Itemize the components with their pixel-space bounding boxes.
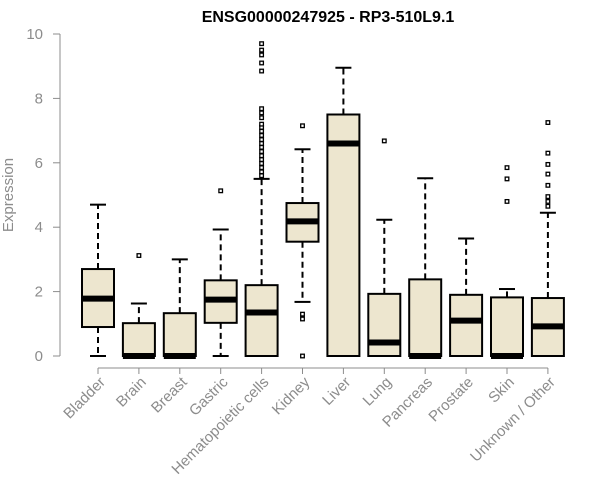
iqr-box — [490, 296, 524, 357]
outlier-point — [259, 110, 265, 116]
y-tick-label: 2 — [35, 284, 43, 301]
outlier-point — [300, 353, 305, 359]
outlier-point — [259, 60, 265, 66]
outlier-point — [259, 68, 265, 74]
box-liver — [326, 66, 361, 357]
outlier-point — [259, 149, 265, 154]
outlier-point — [259, 169, 265, 175]
box-kidney — [285, 123, 320, 359]
outlier-point — [259, 47, 265, 53]
outlier-point — [259, 141, 265, 146]
iqr-box — [244, 284, 279, 357]
iqr-box — [326, 113, 361, 357]
outlier-point — [545, 198, 551, 204]
outlier-point — [259, 165, 265, 171]
outlier-point — [381, 138, 387, 144]
iqr-box — [367, 292, 402, 358]
outlier-point — [504, 198, 510, 204]
outlier-point — [504, 176, 510, 182]
outlier-point — [259, 132, 265, 138]
outlier-point — [545, 150, 551, 156]
outlier-point — [504, 165, 510, 171]
iqr-box — [449, 293, 484, 358]
box-lung — [367, 138, 402, 358]
box-hematopoietic-cells — [244, 41, 279, 357]
outlier-point — [545, 171, 551, 177]
outlier-point — [300, 311, 305, 317]
box-brain — [121, 253, 156, 359]
outlier-point — [259, 106, 265, 112]
outlier-point — [259, 153, 265, 159]
box-unknown-other — [530, 120, 565, 358]
outlier-point — [545, 194, 551, 200]
y-tick-label: 10 — [26, 26, 43, 43]
outlier-point — [300, 123, 305, 129]
y-axis: 0 2 4 6 8 10 — [26, 26, 61, 365]
y-tick-label: 8 — [35, 90, 43, 107]
chart-title: ENSG00000247925 - RP3-510L9.1 — [202, 9, 455, 26]
x-tick-label: Breast — [148, 373, 191, 416]
x-tick-label: Liver — [319, 374, 354, 409]
box-breast — [162, 258, 197, 359]
x-tick-label: Lung — [360, 374, 396, 410]
iqr-box — [121, 322, 156, 358]
y-axis-label: Expression — [0, 158, 17, 232]
x-tick-label: Prostate — [425, 374, 477, 426]
outlier-point — [259, 121, 265, 127]
box-skin — [490, 165, 524, 359]
box-bladder — [81, 203, 115, 357]
outlier-point — [545, 161, 551, 167]
x-tick-label: Brain — [113, 374, 150, 411]
outlier-point — [259, 144, 265, 150]
outlier-point — [259, 173, 265, 179]
outlier-point — [545, 203, 551, 209]
y-tick-label: 6 — [35, 155, 43, 172]
outlier-point — [259, 41, 265, 47]
outlier-point — [259, 157, 265, 163]
outlier-point — [259, 52, 265, 58]
outlier-point — [259, 128, 265, 134]
outlier-point — [259, 115, 265, 121]
box-pancreas — [408, 177, 443, 359]
x-tick-label: Bladder — [60, 374, 109, 423]
box-gastric — [203, 188, 238, 357]
outlier-point — [136, 253, 142, 258]
outlier-point — [259, 160, 265, 166]
x-tick-label: Kidney — [269, 373, 314, 418]
y-tick-label: 4 — [35, 219, 43, 236]
iqr-box — [162, 312, 197, 358]
x-tick-label: Skin — [485, 374, 518, 407]
y-tick-label: 0 — [35, 348, 43, 365]
boxes-layer — [81, 41, 565, 359]
outlier-point — [259, 137, 265, 143]
outlier-point — [545, 120, 551, 125]
box-prostate — [449, 237, 484, 358]
outlier-point — [218, 188, 224, 194]
outlier-point — [300, 316, 305, 322]
iqr-box — [408, 278, 443, 358]
outlier-point — [545, 182, 551, 188]
